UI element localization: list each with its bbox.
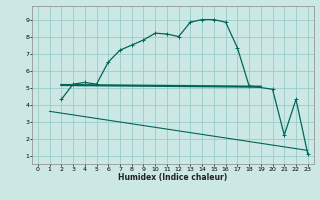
X-axis label: Humidex (Indice chaleur): Humidex (Indice chaleur) — [118, 173, 228, 182]
